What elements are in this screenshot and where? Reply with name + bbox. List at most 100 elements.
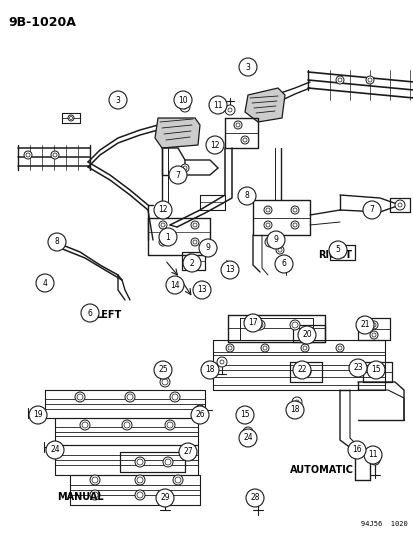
Circle shape [169, 166, 187, 184]
Circle shape [201, 361, 218, 379]
Circle shape [52, 442, 62, 452]
Text: 11: 11 [213, 101, 222, 109]
Text: 28: 28 [249, 494, 259, 503]
Circle shape [237, 187, 255, 205]
Circle shape [224, 105, 235, 115]
Circle shape [243, 314, 261, 332]
Circle shape [348, 359, 366, 377]
Text: 18: 18 [205, 366, 214, 375]
Circle shape [369, 455, 379, 465]
Text: 21: 21 [359, 320, 369, 329]
Circle shape [195, 405, 204, 415]
Circle shape [159, 228, 177, 246]
Circle shape [159, 238, 166, 246]
Text: 27: 27 [183, 448, 192, 456]
Text: 2: 2 [189, 259, 194, 268]
Text: 7: 7 [369, 206, 373, 214]
Circle shape [297, 326, 315, 344]
Text: 7: 7 [175, 171, 180, 180]
Text: 8: 8 [55, 238, 59, 246]
Text: 3: 3 [115, 95, 120, 104]
Circle shape [46, 441, 64, 459]
Circle shape [300, 344, 308, 352]
Circle shape [216, 357, 226, 367]
Circle shape [328, 241, 346, 259]
Circle shape [51, 151, 59, 159]
Text: 6: 6 [281, 260, 286, 269]
Circle shape [285, 401, 303, 419]
Circle shape [90, 490, 100, 500]
Circle shape [154, 201, 171, 219]
Circle shape [366, 361, 384, 379]
Circle shape [199, 239, 216, 257]
Text: 13: 13 [197, 286, 206, 295]
Circle shape [274, 255, 292, 273]
Text: 10: 10 [178, 95, 188, 104]
Circle shape [225, 344, 233, 352]
Circle shape [135, 475, 145, 485]
Circle shape [159, 221, 166, 229]
Text: 16: 16 [351, 446, 361, 455]
Circle shape [178, 443, 197, 461]
Circle shape [75, 392, 85, 402]
Circle shape [264, 237, 274, 247]
Text: 26: 26 [195, 410, 204, 419]
Circle shape [190, 221, 199, 229]
Text: 20: 20 [301, 330, 311, 340]
Circle shape [159, 492, 170, 502]
Text: 17: 17 [247, 319, 257, 327]
Text: 94J56  1020: 94J56 1020 [361, 521, 407, 527]
Text: 9B-1020A: 9B-1020A [8, 16, 76, 29]
Text: 15: 15 [240, 410, 249, 419]
Circle shape [135, 490, 145, 500]
Text: 15: 15 [370, 366, 380, 375]
Circle shape [154, 361, 171, 379]
Circle shape [254, 320, 264, 330]
Circle shape [235, 406, 254, 424]
Circle shape [166, 276, 183, 294]
Polygon shape [244, 88, 284, 122]
Circle shape [35, 408, 45, 418]
Circle shape [68, 115, 74, 121]
Circle shape [238, 429, 256, 447]
Circle shape [275, 246, 283, 254]
Text: 12: 12 [210, 141, 219, 149]
Text: 24: 24 [50, 446, 59, 455]
Circle shape [292, 361, 310, 379]
Circle shape [252, 492, 262, 502]
Text: 24: 24 [242, 433, 252, 442]
Circle shape [221, 261, 238, 279]
Circle shape [355, 316, 373, 334]
Text: AUTOMATIC: AUTOMATIC [289, 465, 353, 475]
Text: 12: 12 [158, 206, 167, 214]
Text: 23: 23 [352, 364, 362, 373]
Circle shape [125, 392, 135, 402]
Circle shape [81, 304, 99, 322]
Circle shape [369, 321, 377, 329]
Circle shape [90, 475, 100, 485]
Circle shape [363, 446, 381, 464]
Polygon shape [154, 118, 199, 148]
Text: 6: 6 [88, 309, 92, 318]
Text: 1: 1 [165, 232, 170, 241]
Circle shape [187, 254, 192, 260]
Circle shape [373, 364, 381, 372]
Circle shape [291, 397, 301, 407]
Text: 22: 22 [297, 366, 306, 375]
Circle shape [170, 392, 180, 402]
Circle shape [173, 91, 192, 109]
Circle shape [240, 136, 248, 144]
Text: RIGHT: RIGHT [317, 250, 351, 260]
Text: 3: 3 [245, 62, 250, 71]
Text: 9: 9 [273, 236, 278, 245]
Text: 29: 29 [160, 494, 169, 503]
Circle shape [394, 200, 404, 210]
Circle shape [233, 121, 242, 129]
Circle shape [290, 221, 298, 229]
Circle shape [209, 96, 226, 114]
Circle shape [266, 231, 284, 249]
Circle shape [159, 377, 170, 387]
Circle shape [337, 248, 345, 256]
Circle shape [369, 331, 377, 339]
Circle shape [36, 274, 54, 292]
